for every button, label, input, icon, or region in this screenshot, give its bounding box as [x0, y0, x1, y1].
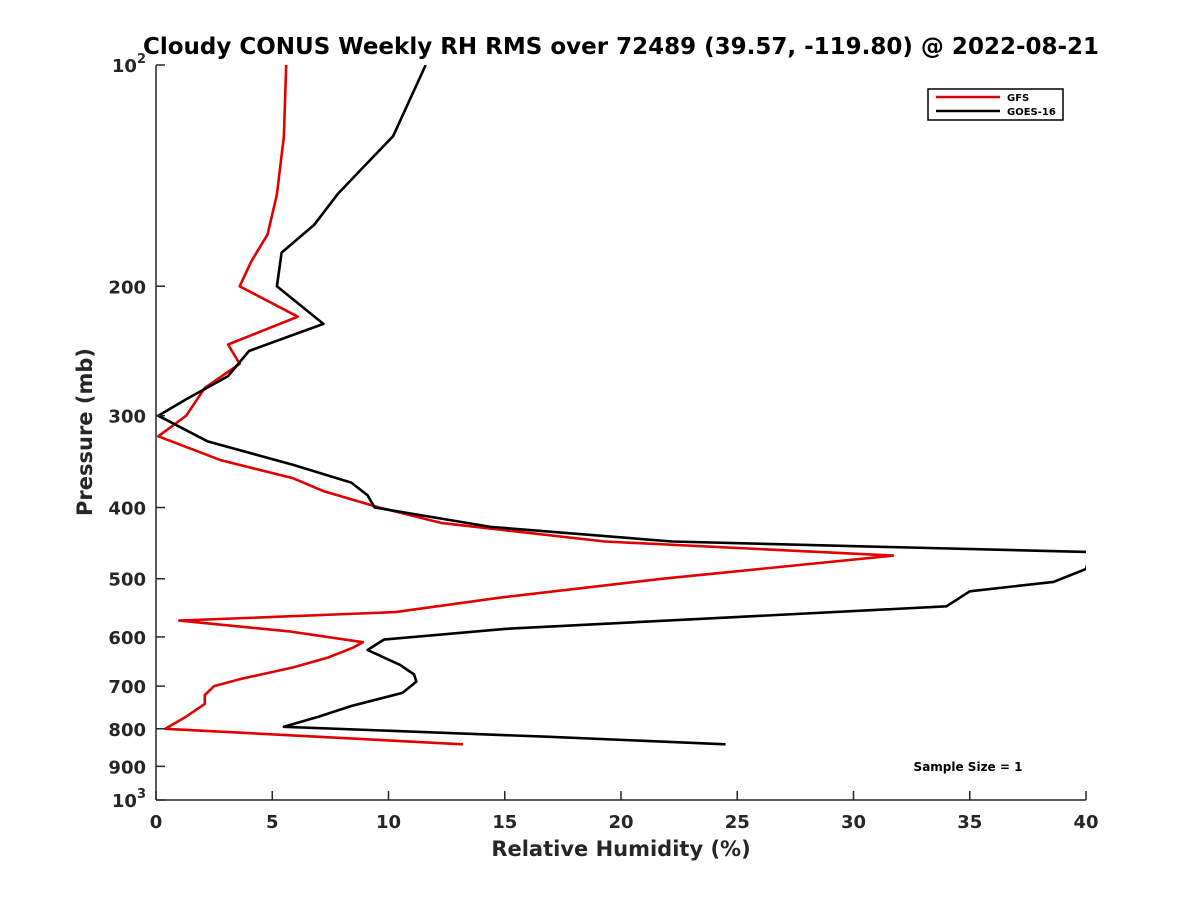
x-tick-label: 20: [608, 812, 633, 833]
y-tick-label: 800: [108, 720, 146, 741]
y-tick-label: 900: [108, 757, 146, 778]
x-axis: 0 5 10 15 20 25 30 35 40: [150, 791, 1099, 833]
legend-label: GOES-16: [1007, 107, 1056, 118]
x-tick-label: 25: [725, 812, 750, 833]
series-line-goes-16: [157, 65, 1086, 746]
legend-box: [927, 88, 1064, 121]
y-tick-label: 103: [112, 787, 146, 812]
legend: GFS GOES-16: [927, 88, 1064, 121]
y-axis: 102 200 300 400 500 600 700 800 900 103: [108, 52, 165, 812]
x-tick-label: 15: [492, 812, 517, 833]
x-tick-label: 0: [150, 812, 163, 833]
y-tick-label: 102: [112, 52, 146, 77]
y-tick-label: 200: [108, 277, 146, 298]
y-axis-label: Pressure (mb): [73, 348, 97, 516]
x-tick-label: 10: [376, 812, 401, 833]
sample-size-annotation: Sample Size = 1: [914, 760, 1023, 774]
y-tick-label: 500: [108, 570, 146, 591]
x-tick-label: 35: [957, 812, 982, 833]
x-tick-label: 40: [1073, 812, 1098, 833]
legend-label: GFS: [1007, 93, 1029, 104]
x-tick-label: 30: [841, 812, 866, 833]
chart-title: Cloudy CONUS Weekly RH RMS over 72489 (3…: [143, 34, 1099, 60]
series-layer: [157, 65, 1086, 746]
plot-area: [156, 65, 1086, 800]
x-tick-label: 5: [266, 812, 279, 833]
y-tick-label: 700: [108, 677, 146, 698]
y-tick-label: 400: [108, 499, 146, 520]
y-tick-label: 300: [108, 407, 146, 428]
series-line-gfs: [157, 65, 895, 746]
x-axis-label: Relative Humidity (%): [491, 837, 750, 861]
y-tick-label: 600: [108, 628, 146, 649]
